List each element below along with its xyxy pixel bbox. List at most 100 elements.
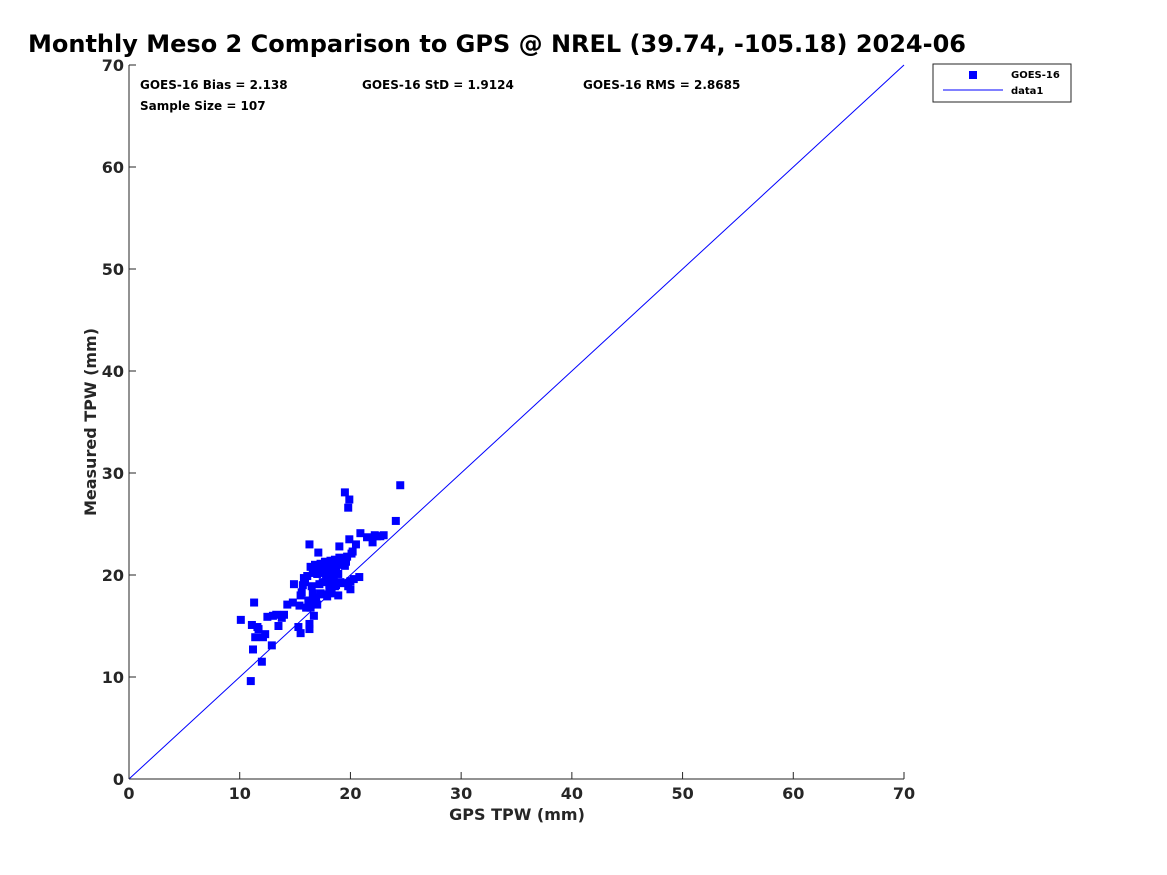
scatter-point (314, 548, 323, 557)
y-axis-label: Measured TPW (mm) (81, 328, 100, 516)
scatter-point (303, 572, 312, 581)
x-tick-label: 30 (450, 784, 472, 803)
scatter-point (280, 610, 288, 619)
scatter-point (305, 625, 314, 634)
scatter-point (313, 600, 322, 609)
scatter-point (261, 630, 270, 639)
axis-ticks: 0 10 20 30 40 50 60 70 0 10 20 30 40 50 60 70 (102, 56, 915, 803)
plot-area: 0 10 20 30 40 50 60 70 0 10 20 30 40 50 60 70 (102, 56, 915, 803)
scatter-point (317, 561, 326, 570)
std-stat: GOES-16 StD = 1.9124 (362, 78, 514, 92)
x-axis-label: GPS TPW (mm) (449, 805, 585, 824)
scatter-point (263, 612, 272, 621)
scatter-point (332, 581, 341, 590)
scatter-point (274, 622, 283, 630)
scatter-point (257, 657, 266, 666)
legend-box (932, 63, 1072, 103)
scatter-point (272, 610, 281, 619)
chart-title: Monthly Meso 2 Comparison to GPS @ NREL … (28, 30, 966, 58)
scatter-point (355, 573, 364, 582)
scatter-point (335, 542, 344, 551)
scatter-point (343, 552, 352, 561)
scatter-point (346, 585, 355, 594)
scatter-point (296, 629, 305, 638)
scatter-point (345, 535, 354, 544)
stats-annotations: GOES-16 Bias = 2.138 GOES-16 StD = 1.912… (140, 78, 740, 113)
y-tick-label: 30 (102, 464, 124, 483)
scatter-markers-layer (236, 481, 405, 686)
scatter-point (349, 575, 358, 584)
scatter-point (294, 623, 303, 632)
x-tick-label: 20 (339, 784, 361, 803)
y-tick-label: 60 (102, 158, 124, 177)
x-tick-label: 60 (782, 784, 804, 803)
scatter-point (329, 571, 338, 579)
reference-line-layer (128, 64, 905, 780)
scatter-point (267, 641, 276, 650)
scatter-point (304, 596, 313, 605)
y-tick-label: 20 (102, 566, 124, 585)
scatter-point (306, 562, 315, 571)
scatter-point (325, 585, 334, 594)
scatter-point (363, 533, 372, 542)
scatter-point (323, 592, 332, 601)
scatter-point (327, 589, 336, 598)
y-tick-label: 0 (113, 770, 124, 789)
legend-label-goes16: GOES-16 (1011, 70, 1060, 81)
scatter-point (297, 588, 306, 597)
scatter-point (322, 564, 331, 573)
bias-stat: GOES-16 Bias = 2.138 (140, 78, 288, 92)
scatter-point (391, 516, 400, 525)
x-tick-label: 70 (893, 784, 915, 803)
x-tick-label: 10 (229, 784, 251, 803)
scatter-point (308, 589, 317, 598)
x-tick-label: 40 (561, 784, 583, 803)
scatter-point (309, 611, 318, 620)
scatter-point (305, 619, 314, 628)
scatter-point (295, 601, 304, 610)
scatter-point (328, 577, 337, 586)
scatter-point (312, 593, 321, 602)
x-tick-label: 50 (671, 784, 693, 803)
legend-marker-goes16 (969, 71, 977, 79)
legend: GOES-16 data1 (932, 63, 1072, 103)
scatter-point (249, 645, 257, 654)
scatter-point (319, 568, 328, 577)
scatter-point (333, 559, 342, 568)
scatter-point (307, 582, 316, 591)
scatter-point (356, 529, 365, 538)
scatter-point (339, 579, 348, 588)
scatter-point (246, 677, 255, 686)
scatter-point (348, 547, 357, 556)
scatter-point (306, 603, 315, 612)
scatter-point (340, 488, 349, 497)
scatter-point (334, 591, 343, 600)
scatter-point (351, 540, 360, 549)
scatter-point (251, 633, 260, 642)
scatter-point (313, 569, 322, 578)
scatter-point (305, 540, 314, 549)
scatter-point (330, 555, 339, 564)
y-tick-label: 70 (102, 56, 124, 75)
x-tick-label: 0 (123, 784, 134, 803)
scatter-point (250, 598, 259, 607)
scatter-point (288, 598, 297, 607)
y-tick-label: 40 (102, 362, 124, 381)
rms-stat: GOES-16 RMS = 2.8685 (583, 78, 740, 92)
scatter-point (311, 560, 319, 569)
scatter-point (283, 600, 292, 609)
scatter-point (236, 615, 245, 624)
scatter-point (334, 569, 343, 578)
scatter-point (396, 481, 405, 490)
scatter-point (340, 561, 349, 570)
scatter-point (254, 625, 263, 634)
scatter-point (289, 580, 298, 589)
scatter-point (301, 578, 310, 587)
scatter-point (342, 557, 350, 566)
one-to-one-line (128, 64, 905, 780)
y-tick-label: 50 (102, 260, 124, 279)
legend-label-data1: data1 (1011, 86, 1043, 97)
sample-size-stat: Sample Size = 107 (140, 99, 266, 113)
scatter-point (345, 495, 354, 504)
scatter-point (368, 538, 377, 547)
